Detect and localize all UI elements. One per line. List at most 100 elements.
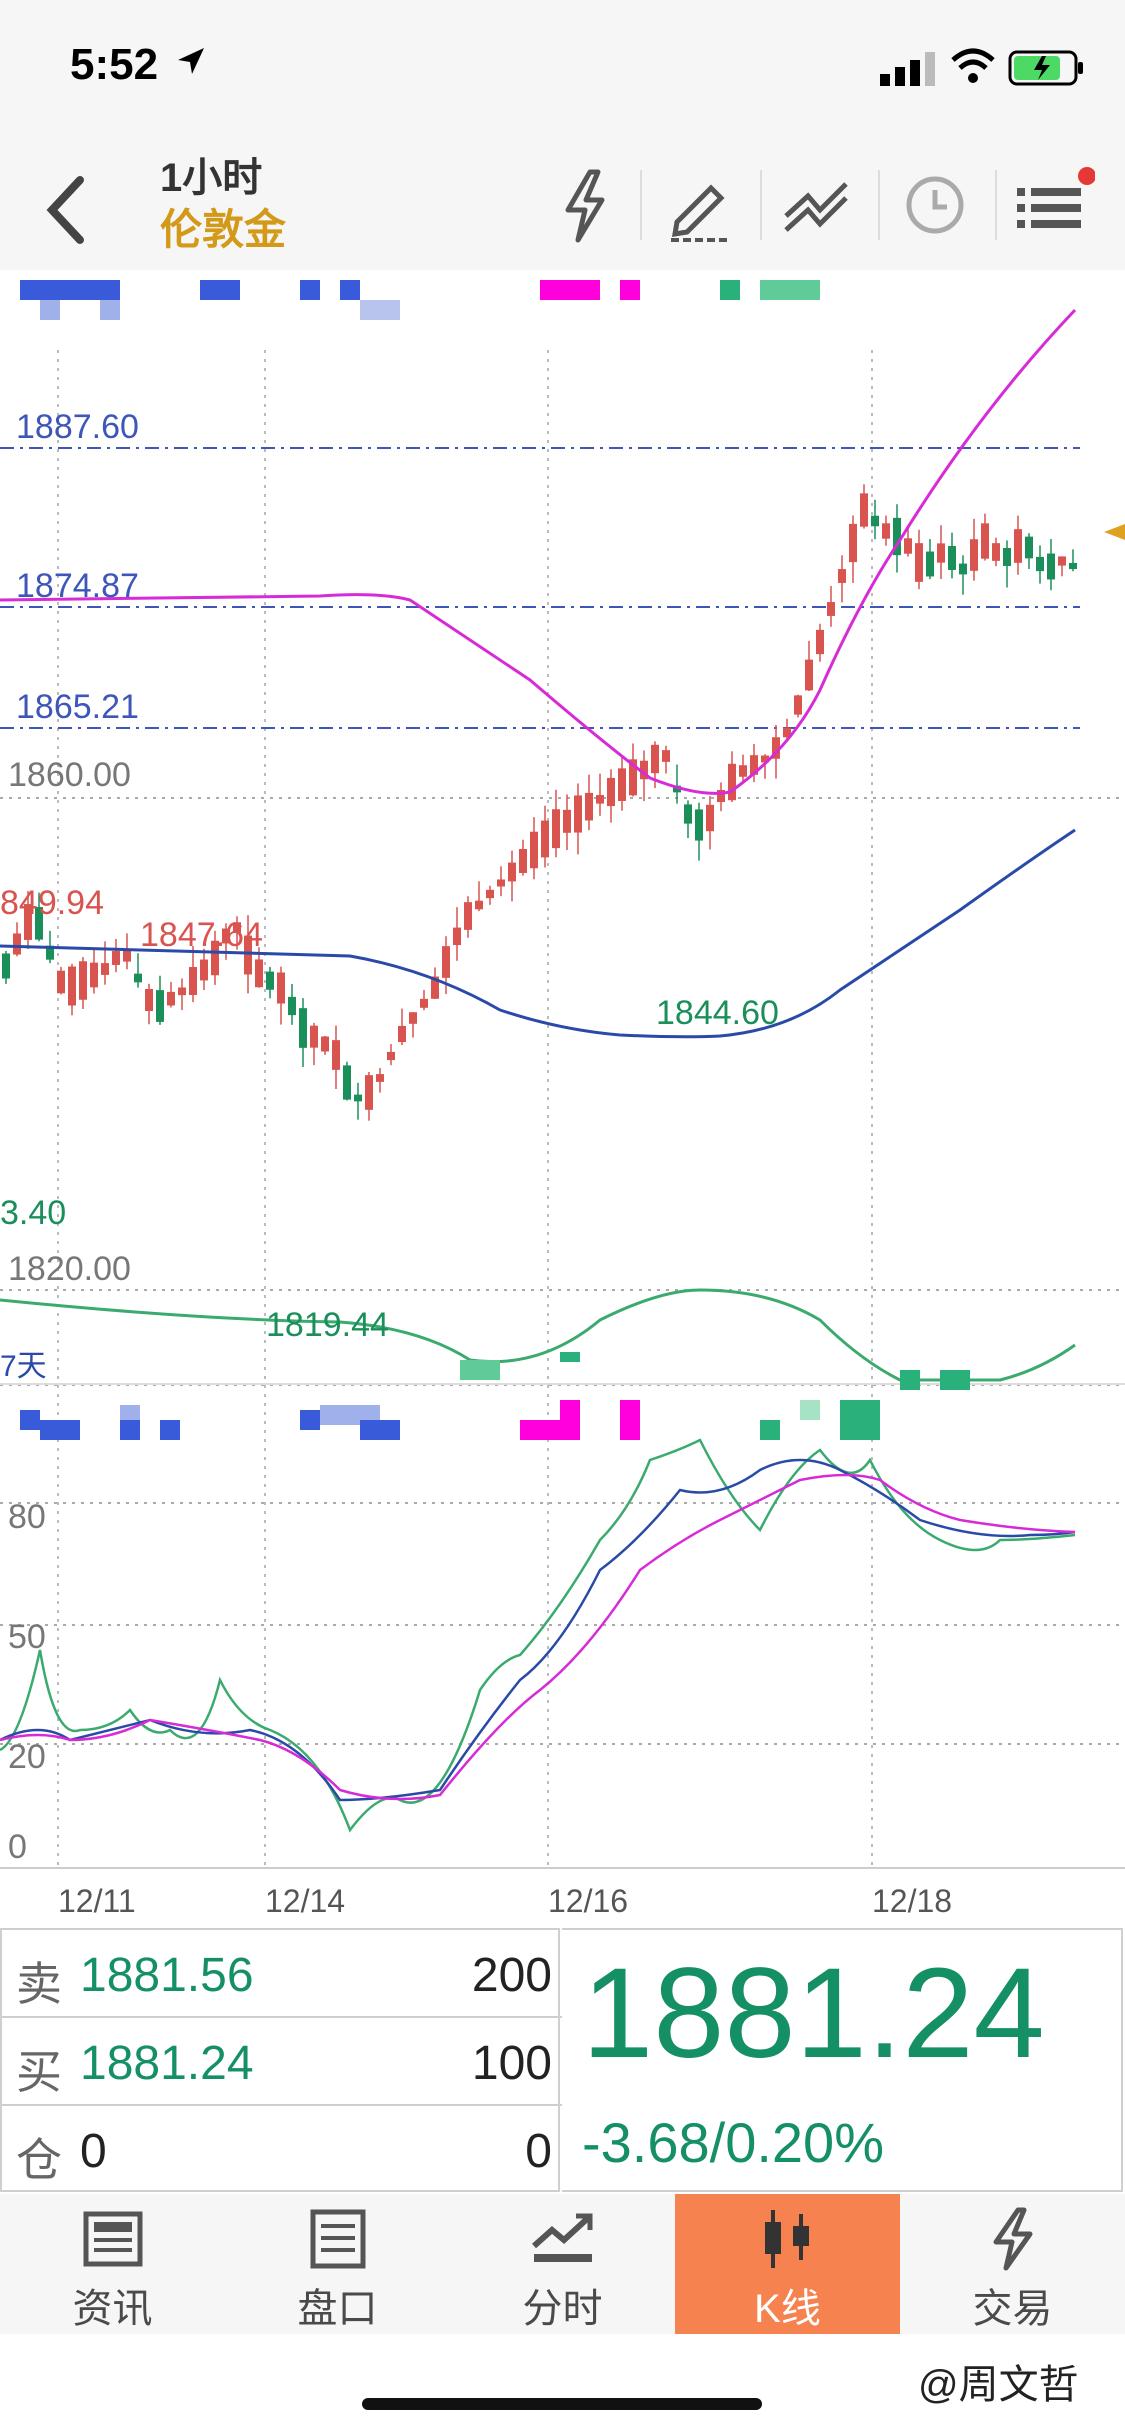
candle-body [871, 515, 879, 527]
symbol-name[interactable]: 伦敦金 [160, 206, 287, 253]
ma-period-label: 7天 [0, 1350, 47, 1383]
wifi-icon [951, 48, 995, 83]
tab-orderbook-label: 盘口 [297, 2287, 378, 2331]
candle-body [629, 759, 637, 796]
candle-body [189, 967, 197, 995]
tab-kline[interactable]: K线 [675, 2194, 900, 2334]
candle-body [684, 804, 692, 824]
candle-body [343, 1065, 351, 1100]
candle-body [233, 922, 241, 933]
candle-body [431, 976, 439, 999]
candle-body [486, 889, 494, 899]
candle-body [409, 1012, 417, 1024]
candle-body [882, 523, 890, 539]
candle-body [288, 996, 296, 1016]
candle-body [893, 517, 901, 556]
candle-body [574, 795, 582, 833]
osc-green-line [0, 1438, 1076, 1833]
price-change: -3.68/0.20% [582, 2111, 884, 2174]
candle-body [541, 820, 549, 858]
buy-row[interactable]: 买 1881.24 100 [2, 2018, 562, 2106]
candle-body [596, 795, 604, 804]
candle-body [970, 539, 978, 571]
last-price: 1881.24 [582, 1942, 1045, 2085]
high-label-1847: 1847.64 [140, 916, 263, 954]
candle-body [497, 879, 505, 887]
clock-icon[interactable] [890, 160, 980, 250]
signal-strip-bottom [20, 1352, 970, 1440]
tab-orderbook[interactable]: 盘口 [225, 2194, 450, 2334]
tab-trade[interactable]: 交易 [900, 2194, 1125, 2334]
candle-body [849, 523, 857, 563]
candle-body [156, 990, 164, 1022]
candle-body [200, 959, 208, 981]
candle-body [68, 966, 76, 1006]
candle-body [24, 904, 32, 940]
tab-kline-label: K线 [754, 2287, 821, 2331]
candle-body [981, 523, 989, 559]
toolbar-divider [640, 170, 642, 240]
tab-timeshare[interactable]: 分时 [450, 2194, 675, 2334]
lightning-icon[interactable] [540, 160, 630, 250]
battery-icon [1008, 50, 1083, 86]
buy-volume: 100 [471, 2037, 552, 2090]
candle-body [783, 727, 791, 738]
candle-body [387, 1051, 395, 1061]
bottom-tab-bar: 资讯 盘口 分时 K线 交易 [0, 2194, 1125, 2334]
candle-body [640, 760, 648, 780]
low-label-left: 3.40 [0, 1194, 66, 1232]
indicator-lines-icon[interactable] [772, 160, 862, 250]
price-levels [0, 447, 1125, 1869]
kline-chart[interactable]: 1887.60 1874.87 1865.21 1860.00 849.94 1… [0, 270, 1125, 1880]
candle-body [937, 543, 945, 563]
order-book: 卖 1881.56 200 买 1881.24 100 仓 0 0 [0, 1928, 562, 2192]
level-label-1874: 1874.87 [16, 567, 139, 605]
tab-news[interactable]: 资讯 [0, 2194, 225, 2334]
signal-icon [880, 52, 935, 86]
candle-body [827, 602, 835, 616]
date-label-1216: 12/16 [548, 1883, 628, 1919]
candle-body [816, 629, 824, 655]
orderbook-icon [310, 2209, 366, 2269]
osc-label-80: 80 [8, 1498, 46, 1536]
draw-pen-icon[interactable] [655, 160, 745, 250]
candle-body [277, 972, 285, 1004]
back-button[interactable] [40, 170, 100, 250]
candle-body [1036, 556, 1044, 572]
status-bar: 5:52 [0, 0, 1125, 140]
candle-body [750, 755, 758, 775]
current-price-marker [1104, 524, 1125, 540]
candle-body [112, 951, 120, 965]
status-time: 5:52 [70, 40, 159, 89]
osc-blue-line [0, 1458, 1076, 1802]
newspaper-icon [83, 2211, 143, 2267]
candle-body [563, 809, 571, 833]
candle-body [1003, 548, 1011, 566]
menu-icon[interactable] [1005, 160, 1095, 250]
toolbar-divider [995, 170, 997, 240]
candle-body [244, 935, 252, 975]
grid-verticals [57, 350, 873, 1870]
candle-body [299, 1008, 307, 1048]
location-arrow-icon [178, 48, 204, 74]
candle-body [2, 953, 10, 979]
low-label-1819: 1819.44 [266, 1306, 389, 1344]
candle-body [123, 950, 131, 962]
candle-body [915, 543, 923, 582]
home-indicator[interactable] [362, 2398, 762, 2410]
candle-body [222, 928, 230, 944]
candle-body [211, 940, 219, 976]
candle-body [442, 946, 450, 978]
sell-row[interactable]: 卖 1881.56 200 [2, 1930, 562, 2018]
candlestick-chart-canvas[interactable]: 1887.60 1874.87 1865.21 1860.00 849.94 1… [0, 270, 1125, 1880]
candle-body [838, 569, 846, 583]
candle-body [332, 1040, 340, 1070]
candle-body [651, 744, 659, 774]
timeframe-title[interactable]: 1小时 [160, 156, 263, 200]
candle-body [1047, 553, 1055, 580]
ma-green-line [0, 1288, 1076, 1382]
candle-body [717, 789, 725, 803]
nav-bar: 1小时 伦敦金 [0, 140, 1125, 270]
candle-body [959, 563, 967, 575]
position-volume: 0 [525, 2125, 552, 2178]
